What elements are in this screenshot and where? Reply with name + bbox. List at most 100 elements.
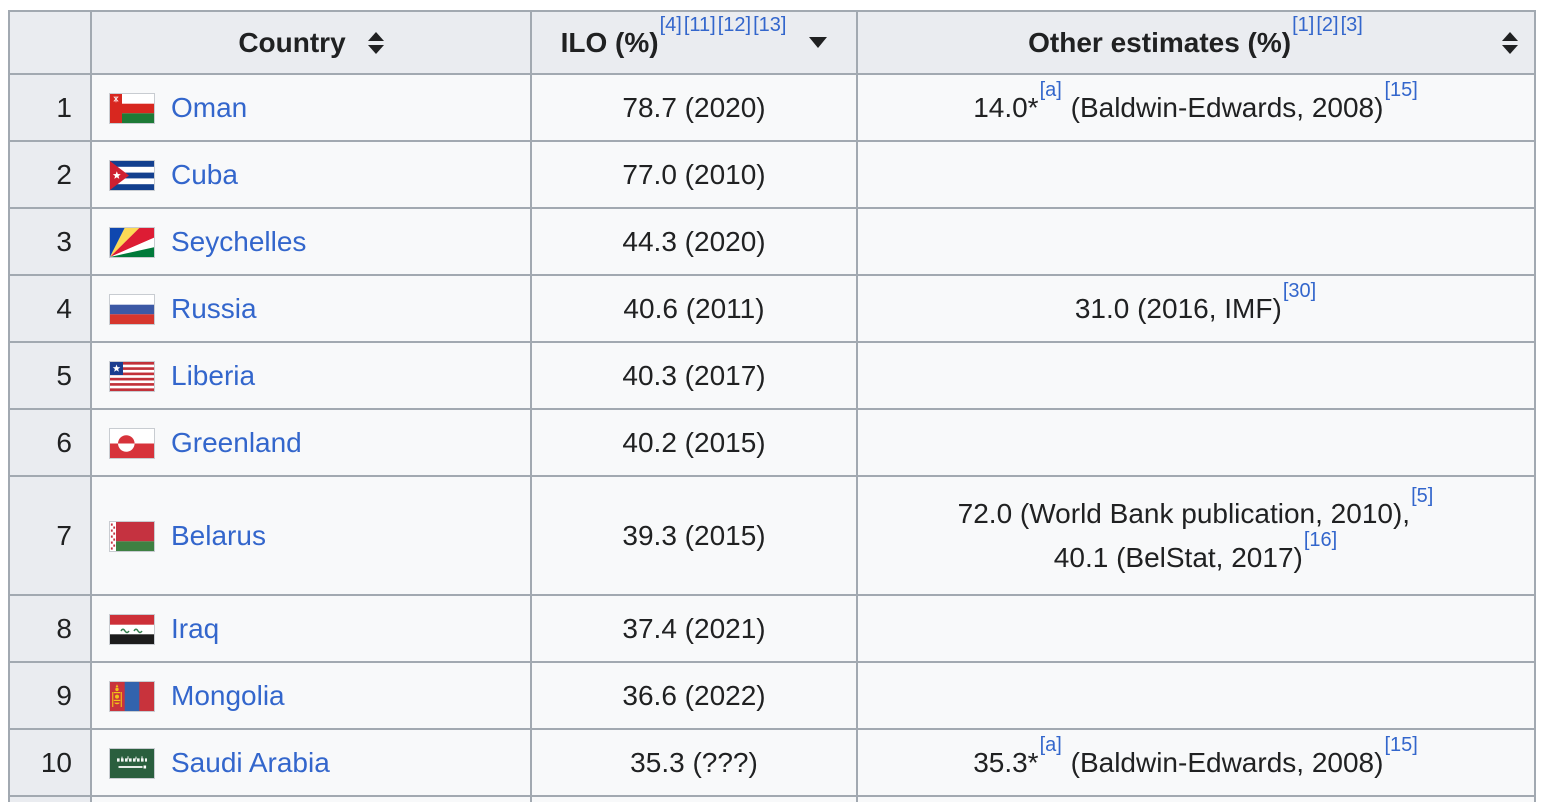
country-link[interactable]: Liberia (171, 359, 256, 391)
other-estimates-cell (856, 795, 1536, 802)
saudi-arabia-flag-icon (110, 748, 154, 778)
liberia-flag-icon (110, 361, 154, 391)
reference-superscript: [2] (1316, 14, 1338, 36)
ilo-column-header[interactable]: ILO (%) [4] [11] [12] [13] (530, 10, 858, 75)
other-estimates-cell (856, 207, 1536, 276)
country-cell: Mongolia (90, 661, 532, 730)
reference-superscript: [5] (1411, 485, 1433, 507)
russia-flag-icon (110, 294, 154, 324)
country-link[interactable]: Oman (171, 91, 248, 123)
reference-link[interactable]: [1] (1292, 14, 1315, 37)
rank-cell: 4 (8, 274, 92, 343)
reference-link[interactable]: [30] (1282, 280, 1317, 303)
belarus-flag-icon (110, 521, 154, 551)
other-estimates-cell (856, 661, 1536, 730)
sort-descending-icon (809, 37, 828, 48)
rank-cell: 1 (8, 73, 92, 142)
rank-cell (8, 795, 92, 802)
ilo-value-cell: 40.6 (2011) (530, 274, 858, 343)
country-link[interactable]: Cuba (171, 158, 238, 190)
table-row (8, 795, 1536, 802)
mongolia-flag-icon (110, 681, 154, 711)
oman-flag-icon (110, 93, 154, 123)
rank-cell: 8 (8, 594, 92, 663)
other-estimates-cell (856, 408, 1536, 477)
reference-link[interactable]: [13] (753, 14, 787, 37)
reference-link[interactable]: [3] (1340, 14, 1363, 37)
ilo-header-label: ILO (%) (560, 26, 659, 58)
sort-both-icon (367, 31, 384, 54)
country-cell (90, 795, 532, 802)
sort-both-icon (1502, 31, 1518, 54)
country-link[interactable]: Belarus (171, 519, 266, 551)
ilo-value-cell: 35.3 (???) (530, 728, 858, 797)
greenland-flag-icon (110, 428, 154, 458)
reference-superscript: [30] (1283, 280, 1316, 302)
rank-column-header (8, 10, 92, 75)
rank-cell: 7 (8, 475, 92, 596)
other-refs: [1] [2] [3] (1291, 15, 1364, 59)
country-link[interactable]: Seychelles (171, 225, 307, 257)
country-cell: Russia (90, 274, 532, 343)
rank-cell: 5 (8, 341, 92, 410)
country-link[interactable]: Iraq (171, 612, 220, 644)
table-row: 4 Russia 40.6 (2011) 31.0 (2016, IMF)[30] (8, 274, 1536, 343)
reference-link[interactable]: [15] (1384, 734, 1418, 757)
table-row: 6 Greenland 40.2 (2015) (8, 408, 1536, 477)
country-cell: Greenland (90, 408, 532, 477)
reference-link[interactable]: [5] (1411, 485, 1434, 508)
country-link[interactable]: Mongolia (171, 679, 285, 711)
ilo-value-cell: 40.3 (2017) (530, 341, 858, 410)
reference-superscript: [13] (753, 14, 786, 36)
reference-superscript: [a] (1040, 734, 1062, 756)
reference-superscript: [1] (1292, 14, 1314, 36)
table-row: 2 Cuba 77.0 (2010) (8, 140, 1536, 209)
reference-link[interactable]: [2] (1316, 14, 1339, 37)
reference-superscript: [16] (1304, 529, 1337, 551)
country-cell: Saudi Arabia (90, 728, 532, 797)
estimate-text: 40.1 (BelStat, 2017) (1053, 541, 1303, 573)
rank-cell: 2 (8, 140, 92, 209)
ilo-value-cell: 78.7 (2020) (530, 73, 858, 142)
ilo-value-cell: 44.3 (2020) (530, 207, 858, 276)
ilo-value-cell (530, 795, 858, 802)
ilo-value-cell: 39.3 (2015) (530, 475, 858, 596)
rank-cell: 3 (8, 207, 92, 276)
reference-link[interactable]: [12] (717, 14, 752, 37)
reference-link[interactable]: [a] (1039, 79, 1062, 102)
other-estimates-cell (856, 140, 1536, 209)
other-estimates-column-header[interactable]: Other estimates (%) [1] [2] [3] (856, 10, 1536, 75)
other-estimate-line: 31.0 (2016, IMF)[30] (872, 281, 1520, 331)
estimate-text: 35.3* (973, 746, 1039, 778)
table-body: 1 Oman 78.7 (2020) 14.0*[a] (Baldwin-Edward… (8, 73, 1536, 802)
other-estimates-cell: 72.0 (World Bank publication, 2010),[5] 4… (856, 475, 1536, 596)
rank-cell: 10 (8, 728, 92, 797)
ilo-value-cell: 37.4 (2021) (530, 594, 858, 663)
other-estimate-line: 35.3*[a] (Baldwin-Edwards, 2008)[15] (872, 735, 1520, 785)
estimate-text: (Baldwin-Edwards, 2008) (1062, 746, 1384, 778)
iraq-flag-icon (110, 614, 154, 644)
rank-cell: 6 (8, 408, 92, 477)
country-cell: Iraq (90, 594, 532, 663)
reference-link[interactable]: [11] (683, 14, 716, 37)
reference-link[interactable]: [4] (659, 14, 682, 37)
reference-superscript: [4] (660, 14, 682, 36)
country-header-label: Country (238, 26, 346, 58)
country-cell: Belarus (90, 475, 532, 596)
country-link[interactable]: Greenland (171, 426, 302, 458)
country-cell: Oman (90, 73, 532, 142)
estimate-text: 14.0* (973, 91, 1039, 123)
other-estimates-header-label: Other estimates (%) (1028, 26, 1292, 58)
reference-superscript: [15] (1384, 734, 1417, 756)
estimate-text: (Baldwin-Edwards, 2008) (1062, 91, 1384, 123)
country-column-header[interactable]: Country (90, 10, 532, 75)
table-row: 7 Belarus 39.3 (2015) 72.0 (World Bank publ… (8, 475, 1536, 596)
country-link[interactable]: Russia (171, 292, 257, 324)
reference-superscript: [12] (718, 14, 751, 36)
table-row: 8 Iraq 37.4 (2021) (8, 594, 1536, 663)
reference-link[interactable]: [16] (1303, 529, 1338, 552)
reference-link[interactable]: [15] (1384, 79, 1418, 102)
table-row: 5 Liberia 40.3 (2017) (8, 341, 1536, 410)
country-link[interactable]: Saudi Arabia (171, 746, 330, 778)
reference-link[interactable]: [a] (1039, 734, 1062, 757)
